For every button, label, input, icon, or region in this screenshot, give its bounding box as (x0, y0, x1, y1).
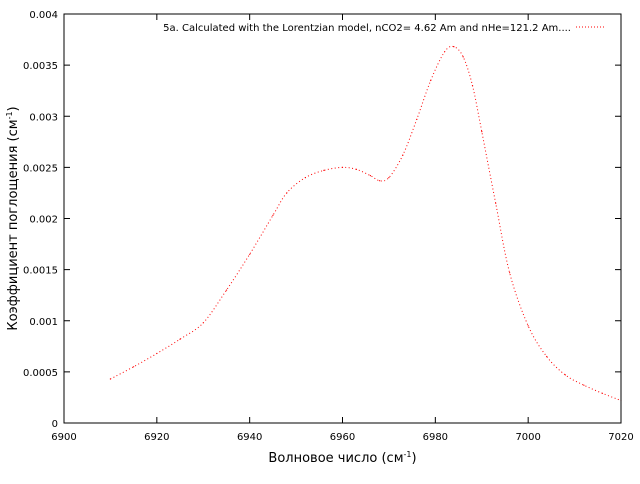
data-point (481, 131, 483, 133)
data-point (355, 168, 357, 170)
y-tick-label: 0.002 (29, 215, 58, 226)
data-point (156, 352, 158, 355)
y-axis-title-main: Коэффициент поглощения (см (6, 119, 21, 330)
y-tick-label: 0.0015 (23, 266, 58, 277)
data-point (564, 374, 566, 376)
y-axis-title: Коэффициент поглощения (см-1) (5, 106, 21, 330)
x-axis-title: Волновое число (см-1) (268, 450, 416, 466)
data-point (416, 118, 418, 120)
data-point (341, 166, 344, 168)
x-tick-label: 6920 (144, 432, 169, 443)
data-point (601, 392, 604, 394)
x-tick-label: 6900 (51, 432, 76, 443)
x-tick-label: 7020 (608, 432, 633, 443)
y-axis-title-sup: -1 (5, 111, 14, 119)
y-tick-label: 0.003 (29, 112, 58, 123)
series-layer (109, 45, 622, 402)
legend-label: 5a. Calculated with the Lorentzian model… (163, 23, 571, 34)
data-point (444, 51, 446, 53)
data-point (225, 289, 228, 291)
y-tick-label: 0.001 (29, 317, 58, 328)
y-axis-ticks: 0 0.0005 0.001 0.0015 0.002 0.0025 0.003 0.0035… (23, 10, 621, 430)
data-point (471, 85, 474, 87)
x-tick-label: 6980 (423, 432, 448, 443)
data-point (272, 214, 274, 216)
data-point (495, 202, 497, 204)
y-tick-label: 0.004 (29, 10, 58, 21)
data-point (286, 192, 288, 194)
data-point (202, 322, 204, 324)
data-point (509, 272, 511, 274)
legend: 5a. Calculated with the Lorentzian model… (163, 23, 606, 34)
data-point (304, 177, 306, 179)
y-tick-label: 0.0035 (23, 61, 58, 72)
x-axis-title-end: ) (411, 451, 416, 466)
data-point (430, 79, 432, 82)
data-point (179, 338, 181, 340)
data-point (369, 175, 371, 177)
data-point (249, 253, 251, 255)
x-tick-label: 7000 (515, 432, 540, 443)
data-point (379, 180, 381, 182)
x-axis-title-main: Волновое число (см (268, 451, 403, 466)
y-tick-label: 0 (52, 419, 58, 430)
series-line (110, 45, 622, 401)
data-point (527, 325, 529, 327)
data-point (133, 366, 135, 368)
data-point (109, 378, 111, 380)
data-point (546, 355, 548, 358)
data-point (462, 56, 464, 58)
data-point (388, 177, 390, 179)
y-tick-label: 0.0005 (23, 368, 58, 379)
x-axis-title-sup: -1 (404, 450, 412, 459)
plot-frame (63, 13, 622, 424)
y-tick-label: 0.0025 (23, 163, 58, 174)
x-tick-label: 6960 (330, 432, 355, 443)
data-point (453, 46, 455, 48)
data-point (323, 169, 325, 171)
data-point (583, 384, 585, 386)
data-point (402, 154, 404, 156)
x-axis-ticks: 6900 6920 6940 6960 6980 7000 7020 (51, 14, 634, 443)
y-axis-title-end: ) (6, 106, 21, 111)
x-tick-label: 6940 (237, 432, 262, 443)
